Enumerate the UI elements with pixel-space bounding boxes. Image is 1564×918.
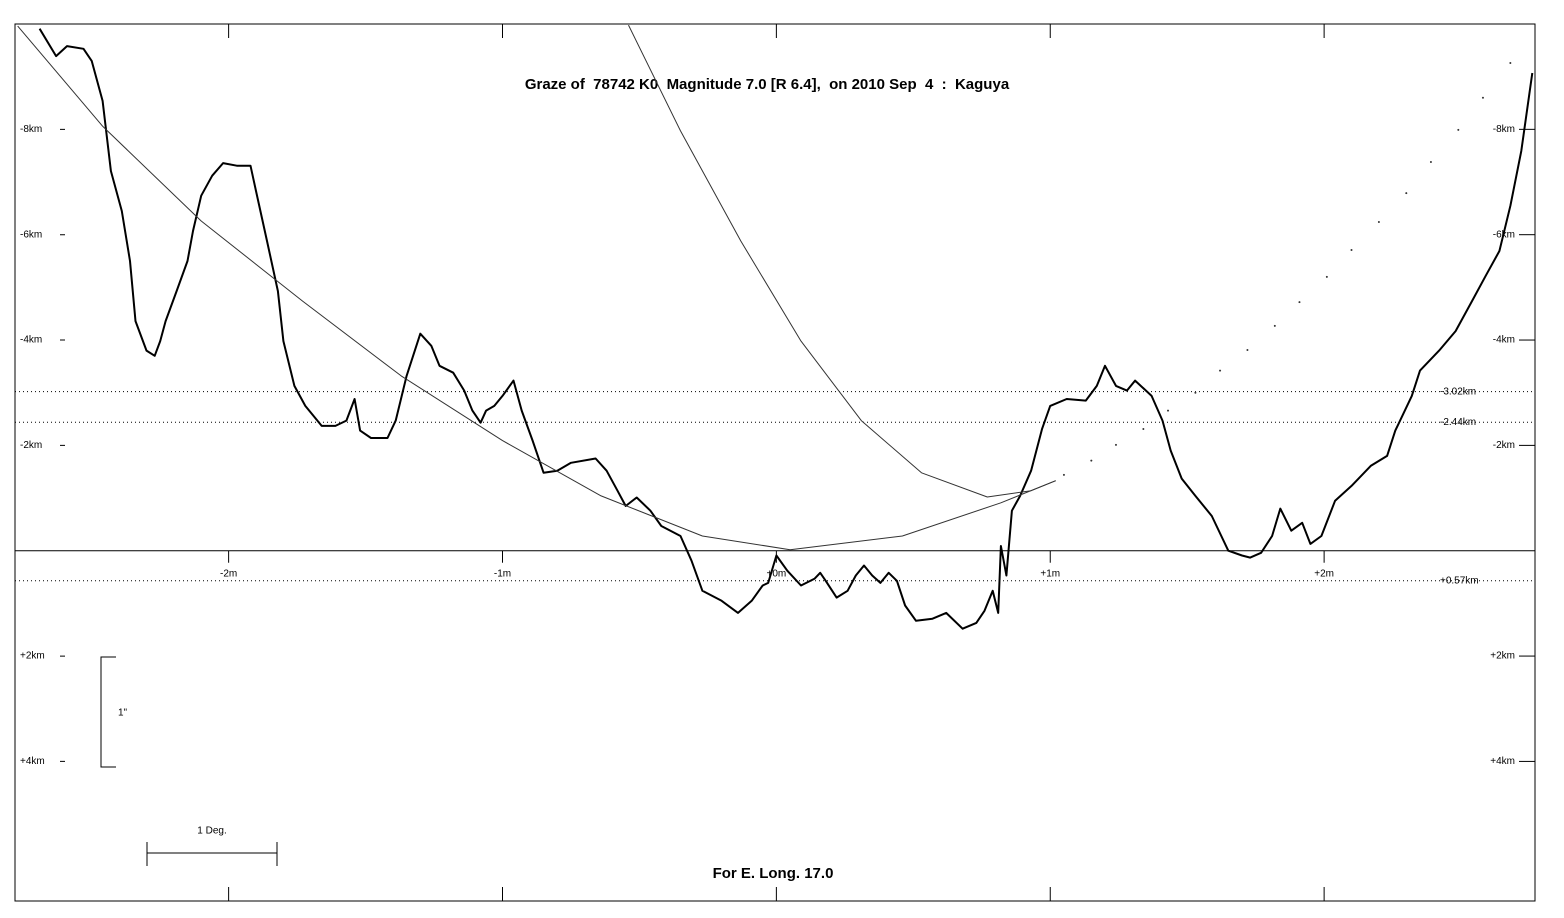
y-tick-label-right: -4km [1493, 335, 1515, 346]
series-dot [1167, 409, 1170, 412]
series-dot [1457, 128, 1460, 131]
chart-title: Graze of 78742 K0 Magnitude 7.0 [R 6.4],… [525, 76, 1010, 93]
reference-label: -2.44km [1440, 417, 1476, 428]
plot-frame [14, 23, 1536, 902]
x-tick-label: -1m [494, 568, 511, 579]
series-dot [1509, 61, 1512, 64]
footer-note: For E. Long. 17.0 [713, 865, 834, 882]
x-tick-label: +1m [1040, 568, 1060, 579]
x-tick-label: -2m [220, 568, 237, 579]
y-tick-label-left: +4km [20, 756, 45, 767]
series-dot [1219, 369, 1222, 372]
degree-scale-bar [146, 842, 278, 866]
series-dot [1429, 161, 1432, 164]
series-line [38, 28, 1534, 630]
y-tick-label-left: -8km [20, 124, 42, 135]
series-dot [1377, 221, 1380, 224]
x-tick-label: +0m [767, 568, 787, 579]
y-tick-label-left: -2km [20, 440, 42, 451]
series-dot [1481, 96, 1484, 99]
series-dot [1090, 459, 1093, 462]
y-tick-label-left: -4km [20, 335, 42, 346]
arcsec-scale-bar [100, 656, 116, 768]
series-dot [1350, 248, 1353, 251]
degree-scale-label: 1 Deg. [197, 826, 226, 837]
series-dot [1273, 324, 1276, 327]
y-tick-label-right: +2km [1490, 651, 1515, 662]
series-line [17, 25, 1056, 551]
series-dot [1194, 391, 1197, 394]
series-dot [1062, 473, 1065, 476]
x-tick-label: +2m [1314, 568, 1334, 579]
series-dot [1142, 428, 1145, 431]
reference-label: +0.57km [1440, 575, 1479, 586]
reference-label: -3.02km [1440, 386, 1476, 397]
y-tick-label-right: +4km [1490, 756, 1515, 767]
y-tick-label-left: +2km [20, 651, 45, 662]
series-dot [1114, 443, 1117, 446]
series-dot [1325, 275, 1328, 278]
y-tick-label-right: -2km [1493, 440, 1515, 451]
series-dot [1246, 349, 1249, 352]
arcsec-scale-label: 1" [118, 708, 128, 719]
series-dot [1405, 192, 1408, 195]
series-dot [1298, 301, 1301, 304]
y-tick-label-left: -6km [20, 229, 42, 240]
series-line [628, 24, 1056, 498]
y-tick-label-right: -8km [1493, 124, 1515, 135]
